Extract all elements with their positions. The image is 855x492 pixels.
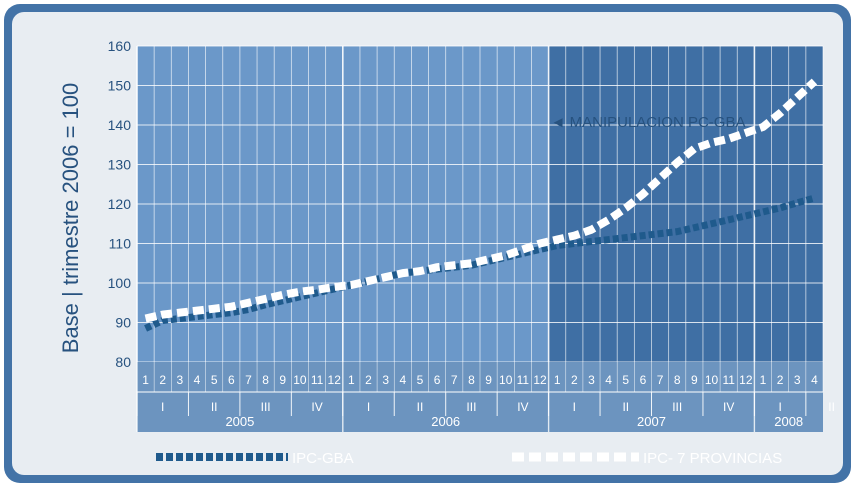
y-tick-label: 100 xyxy=(108,275,132,291)
month-label: 10 xyxy=(499,373,513,387)
quarter-label: III xyxy=(466,400,476,414)
month-label: 12 xyxy=(533,373,547,387)
month-label: 6 xyxy=(434,373,441,387)
year-label: 2007 xyxy=(637,414,666,429)
month-label: 12 xyxy=(328,373,342,387)
y-tick-label: 80 xyxy=(115,354,131,370)
quarter-label: I xyxy=(161,400,164,414)
month-label: 7 xyxy=(451,373,458,387)
y-tick-label: 140 xyxy=(108,117,132,133)
month-label: 10 xyxy=(705,373,719,387)
month-label: 11 xyxy=(517,373,530,387)
month-label: 4 xyxy=(399,373,406,387)
quarter-label: II xyxy=(622,400,629,414)
y-tick-label: 150 xyxy=(108,78,132,94)
month-label: 1 xyxy=(760,373,767,387)
month-label: 4 xyxy=(811,373,818,387)
month-label: 8 xyxy=(674,373,681,387)
y-tick-label: 120 xyxy=(108,196,132,212)
month-label: 2 xyxy=(365,373,372,387)
quarter-label: I xyxy=(573,400,576,414)
quarter-label: IV xyxy=(723,400,734,414)
month-label: 2 xyxy=(777,373,784,387)
month-label: 2 xyxy=(159,373,166,387)
month-label: 3 xyxy=(382,373,389,387)
month-label: 9 xyxy=(279,373,286,387)
month-label: 1 xyxy=(348,373,355,387)
y-tick-label: 90 xyxy=(115,315,131,331)
quarter-label: IV xyxy=(311,400,322,414)
month-label: 11 xyxy=(722,373,735,387)
quarter-label: I xyxy=(367,400,370,414)
month-label: 3 xyxy=(794,373,801,387)
month-label: 10 xyxy=(293,373,307,387)
y-tick-label: 110 xyxy=(109,236,132,252)
month-label: 5 xyxy=(417,373,424,387)
month-label: 8 xyxy=(468,373,475,387)
grid-lines xyxy=(137,46,823,362)
month-label: 1 xyxy=(554,373,561,387)
legend-label-ipc-7-provincias: IPC- 7 PROVINCIAS xyxy=(643,450,782,467)
quarter-label: II xyxy=(211,400,218,414)
month-label: 6 xyxy=(228,373,235,387)
quarter-label: IV xyxy=(517,400,528,414)
month-label: 4 xyxy=(605,373,612,387)
annotation-manipulacion: ◄ MANIPULACION PC-GBA xyxy=(551,114,746,131)
month-label: 5 xyxy=(211,373,218,387)
month-label: 9 xyxy=(691,373,698,387)
month-label: 6 xyxy=(640,373,647,387)
y-tick-label: 130 xyxy=(108,157,132,173)
month-label: 7 xyxy=(657,373,664,387)
month-label: 8 xyxy=(262,373,269,387)
quarter-label: II xyxy=(828,400,835,414)
month-label: 11 xyxy=(311,373,324,387)
month-label: 3 xyxy=(588,373,595,387)
quarter-label: I xyxy=(778,400,781,414)
month-label: 3 xyxy=(177,373,184,387)
quarter-label: II xyxy=(417,400,424,414)
quarter-label: III xyxy=(261,400,271,414)
month-label: 1 xyxy=(142,373,149,387)
year-label: 2006 xyxy=(431,414,460,429)
month-label: 7 xyxy=(245,373,252,387)
y-tick-label: 160 xyxy=(108,38,132,54)
month-label: 9 xyxy=(485,373,492,387)
month-label: 4 xyxy=(194,373,201,387)
month-label: 2 xyxy=(571,373,578,387)
month-label: 5 xyxy=(622,373,629,387)
year-label: 2005 xyxy=(225,414,254,429)
quarter-label: III xyxy=(672,400,682,414)
month-label: 12 xyxy=(739,373,753,387)
y-axis-label: Base | trimestre 2006 = 100 xyxy=(58,83,83,353)
legend-label-ipc-gba: IPC-GBA xyxy=(292,450,354,467)
year-label: 2008 xyxy=(774,414,803,429)
